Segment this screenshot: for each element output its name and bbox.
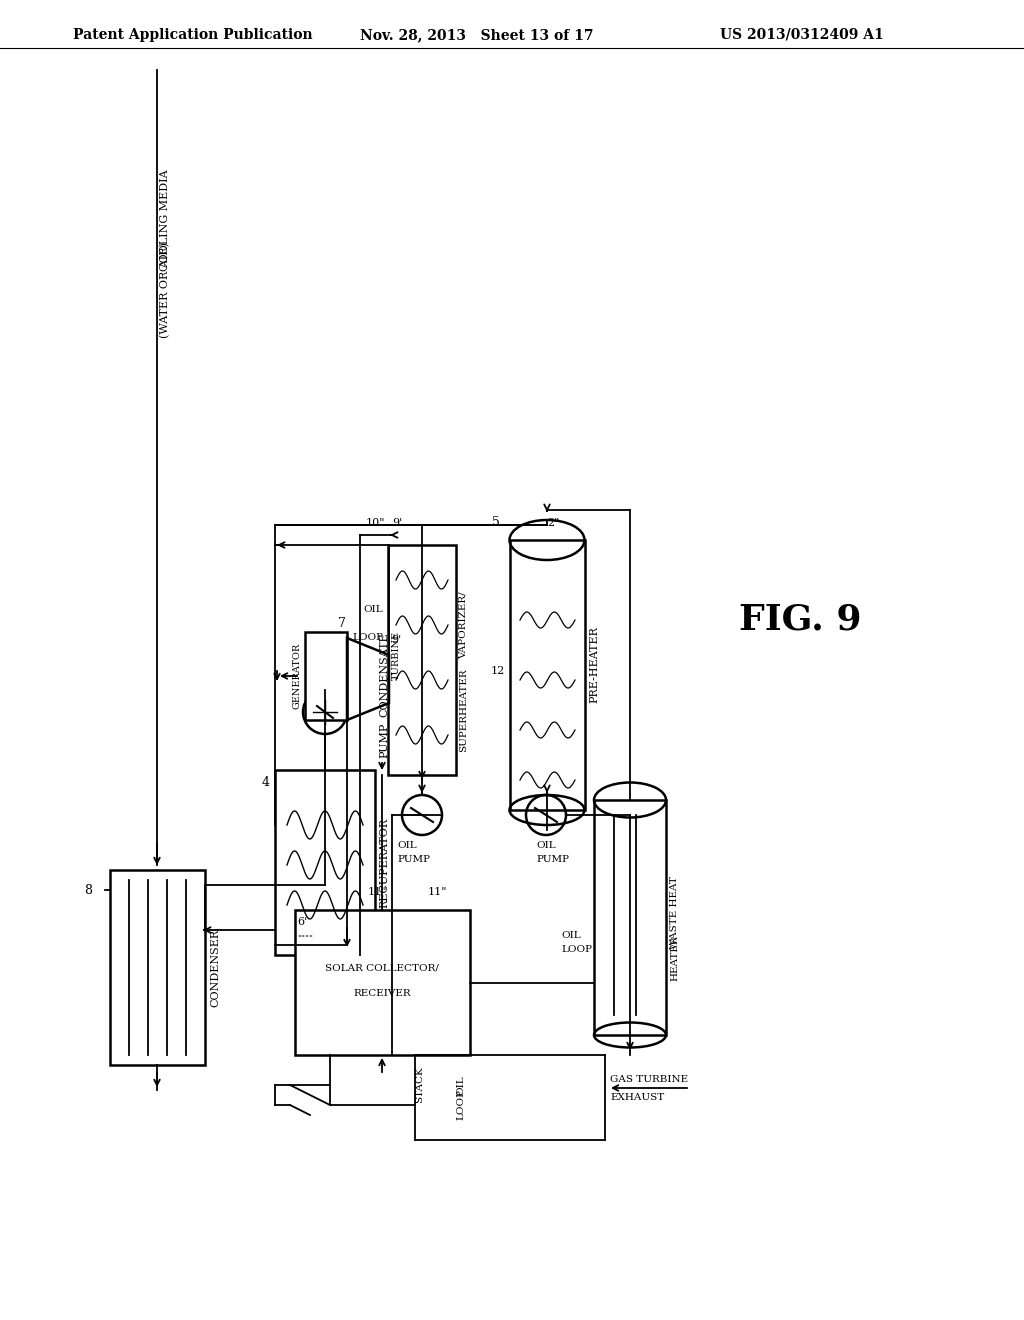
Text: OIL: OIL (561, 931, 581, 940)
Text: 10": 10" (366, 517, 385, 528)
Bar (275, 770, 375, 954)
Bar (305, 632, 347, 719)
Text: PRE-HEATER: PRE-HEATER (589, 627, 599, 704)
Text: 9': 9' (392, 517, 402, 528)
Text: 2": 2" (547, 517, 559, 528)
Text: GENERATOR: GENERATOR (293, 643, 302, 709)
Text: 11": 11" (427, 887, 446, 898)
Text: """": """" (297, 935, 313, 942)
Text: EXHAUST: EXHAUST (610, 1093, 665, 1102)
Text: 7: 7 (338, 616, 346, 630)
Text: COOLING MEDIA: COOLING MEDIA (160, 169, 170, 271)
Text: PUMP: PUMP (536, 854, 569, 863)
Text: OIL: OIL (397, 841, 417, 850)
Text: 5: 5 (493, 516, 500, 529)
Text: LOOP: LOOP (352, 632, 383, 642)
Text: TURBINE: TURBINE (392, 631, 401, 680)
Text: OIL: OIL (536, 841, 556, 850)
Text: Nov. 28, 2013   Sheet 13 of 17: Nov. 28, 2013 Sheet 13 of 17 (360, 28, 594, 42)
Bar (510, 540, 585, 810)
Bar (388, 545, 456, 775)
Text: LOOP: LOOP (561, 945, 592, 953)
Text: HEATER: HEATER (670, 935, 679, 981)
Text: OIL: OIL (364, 605, 383, 614)
Text: RECEIVER: RECEIVER (353, 989, 411, 998)
Text: STACK: STACK (415, 1067, 424, 1104)
Text: PUMP: PUMP (397, 854, 430, 863)
Text: CONDENSER: CONDENSER (210, 929, 220, 1007)
Text: Patent Application Publication: Patent Application Publication (73, 28, 312, 42)
Bar (594, 800, 666, 1035)
Text: CONDENSATE: CONDENSATE (379, 632, 389, 717)
Text: 11": 11" (368, 887, 387, 898)
Text: 8: 8 (84, 883, 92, 896)
Text: GAS TURBINE: GAS TURBINE (610, 1076, 688, 1085)
Text: 9': 9' (391, 635, 401, 645)
Text: PUMP: PUMP (379, 722, 389, 758)
Text: VAPORIZER/: VAPORIZER/ (459, 591, 468, 659)
Text: SUPERHEATER: SUPERHEATER (459, 669, 468, 752)
Text: RECUPERATOR: RECUPERATOR (379, 818, 389, 908)
Text: 6': 6' (297, 917, 307, 927)
Bar (110, 870, 205, 1065)
Text: OIL: OIL (456, 1076, 465, 1094)
Bar (295, 909, 470, 1055)
Text: LOOP: LOOP (456, 1089, 465, 1121)
Text: FIG. 9: FIG. 9 (738, 603, 861, 638)
Text: (WATER OR AIR): (WATER OR AIR) (160, 242, 170, 338)
Text: 4: 4 (262, 776, 270, 788)
Text: SOLAR COLLECTOR/: SOLAR COLLECTOR/ (325, 964, 439, 973)
Text: 12: 12 (490, 665, 505, 676)
Text: US 2013/0312409 A1: US 2013/0312409 A1 (720, 28, 884, 42)
Text: WASTE HEAT: WASTE HEAT (670, 876, 679, 949)
